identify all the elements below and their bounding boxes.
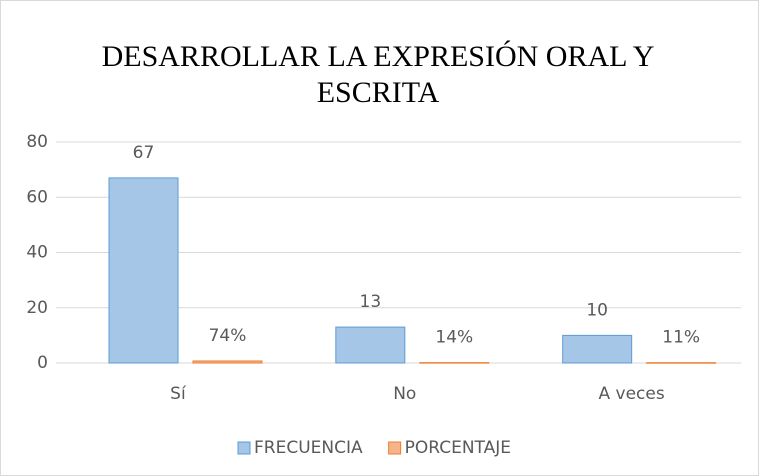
data-label: 74% <box>209 326 247 346</box>
x-tick-label: Sí <box>170 384 187 404</box>
chart-title: DESARROLLAR LA EXPRESIÓN ORAL Y ESCRITA <box>101 40 655 109</box>
data-label: 14% <box>435 328 473 348</box>
data-label: 10 <box>586 300 608 320</box>
legend-label: FRECUENCIA <box>254 438 363 458</box>
bar <box>335 326 406 364</box>
legend-label: PORCENTAJE <box>405 438 511 458</box>
bar <box>646 362 717 364</box>
bar <box>562 334 633 364</box>
bar <box>419 362 490 364</box>
legend-swatch <box>388 441 402 455</box>
x-tick-label: A veces <box>598 384 664 404</box>
bar <box>108 177 179 364</box>
data-label: 13 <box>360 292 382 312</box>
bar <box>192 360 263 364</box>
y-tick-label: 60 <box>26 187 48 207</box>
x-tick-label: No <box>393 384 416 404</box>
data-label: 11% <box>662 328 700 348</box>
legend-swatch <box>237 441 251 455</box>
y-tick-label: 20 <box>26 298 48 318</box>
y-tick-label: 80 <box>26 132 48 152</box>
y-tick-label: 0 <box>37 353 48 373</box>
data-label: 67 <box>133 143 155 163</box>
y-tick-label: 40 <box>26 243 48 263</box>
